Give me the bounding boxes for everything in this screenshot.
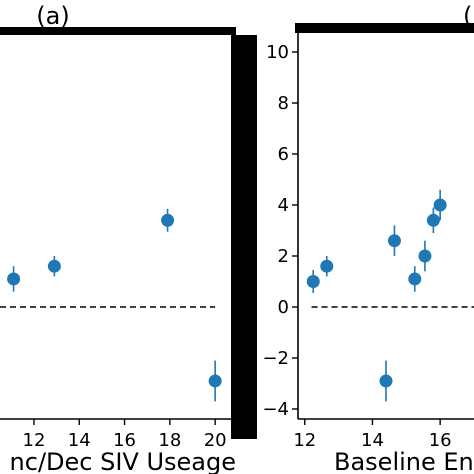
panel-b-data-point: [320, 259, 334, 273]
panel-b-x-tick-label: 12: [293, 430, 316, 451]
panel-a-x-tick-label: 20: [204, 430, 227, 451]
panel-a-data-point: [47, 259, 61, 273]
panel-a-x-tick-label: 16: [113, 430, 136, 451]
panel-b-x-tick-label: 16: [429, 430, 452, 451]
panel-b-data-point: [426, 213, 440, 227]
panel-a-x-tick-label: 12: [23, 430, 46, 451]
panel-b-data-point: [379, 374, 393, 388]
panel-b-label: (: [463, 2, 472, 30]
panel-b-y-tick-label: −2: [262, 348, 289, 369]
panel-a-points: [7, 208, 222, 402]
panel-a-x-tick-label: 14: [68, 430, 91, 451]
panel-b-data-point: [418, 249, 432, 263]
panel-b-top-border: [295, 23, 474, 33]
panel-b: ( −4 −2 0 2 4 6 8 10 12 14 16 Baseline En: [262, 2, 474, 474]
panel-b-data-point: [408, 272, 422, 286]
panel-b-points: [306, 189, 447, 402]
panel-b-y-tick-label: 6: [278, 144, 289, 165]
panel-b-y-tick-label: 8: [278, 93, 289, 114]
panel-b-data-point: [387, 234, 401, 248]
panel-b-x-ticks: 12 14 16: [293, 419, 452, 451]
panel-a-data-point: [208, 374, 222, 388]
panel-b-y-ticks: −4 −2 0 2 4 6 8 10: [262, 42, 298, 420]
panel-b-y-tick-label: 0: [278, 297, 289, 318]
panel-b-data-point: [306, 275, 320, 288]
panel-b-y-tick-label: 2: [278, 246, 289, 267]
panel-a-right-border: [231, 35, 257, 439]
panel-b-data-point: [433, 198, 447, 212]
panel-a: (a) 12 14 16 18 20 nc/Dec SIV Useage: [0, 2, 257, 474]
panel-b-x-axis-label: Baseline En: [334, 448, 474, 474]
panel-b-y-tick-label: 4: [278, 195, 289, 216]
panel-b-y-tick-label: 10: [266, 42, 289, 63]
panel-a-label: (a): [36, 2, 69, 30]
panel-b-x-tick-label: 14: [361, 430, 384, 451]
panel-a-x-axis-label: nc/Dec SIV Useage: [10, 448, 236, 474]
panel-a-x-ticks: 12 14 16 18 20: [23, 419, 227, 451]
panel-a-data-point: [7, 272, 21, 286]
panel-a-top-border: [0, 27, 236, 35]
panel-a-x-tick-label: 18: [158, 430, 181, 451]
panel-b-y-tick-label: −4: [262, 399, 289, 420]
panel-a-data-point: [161, 213, 175, 227]
